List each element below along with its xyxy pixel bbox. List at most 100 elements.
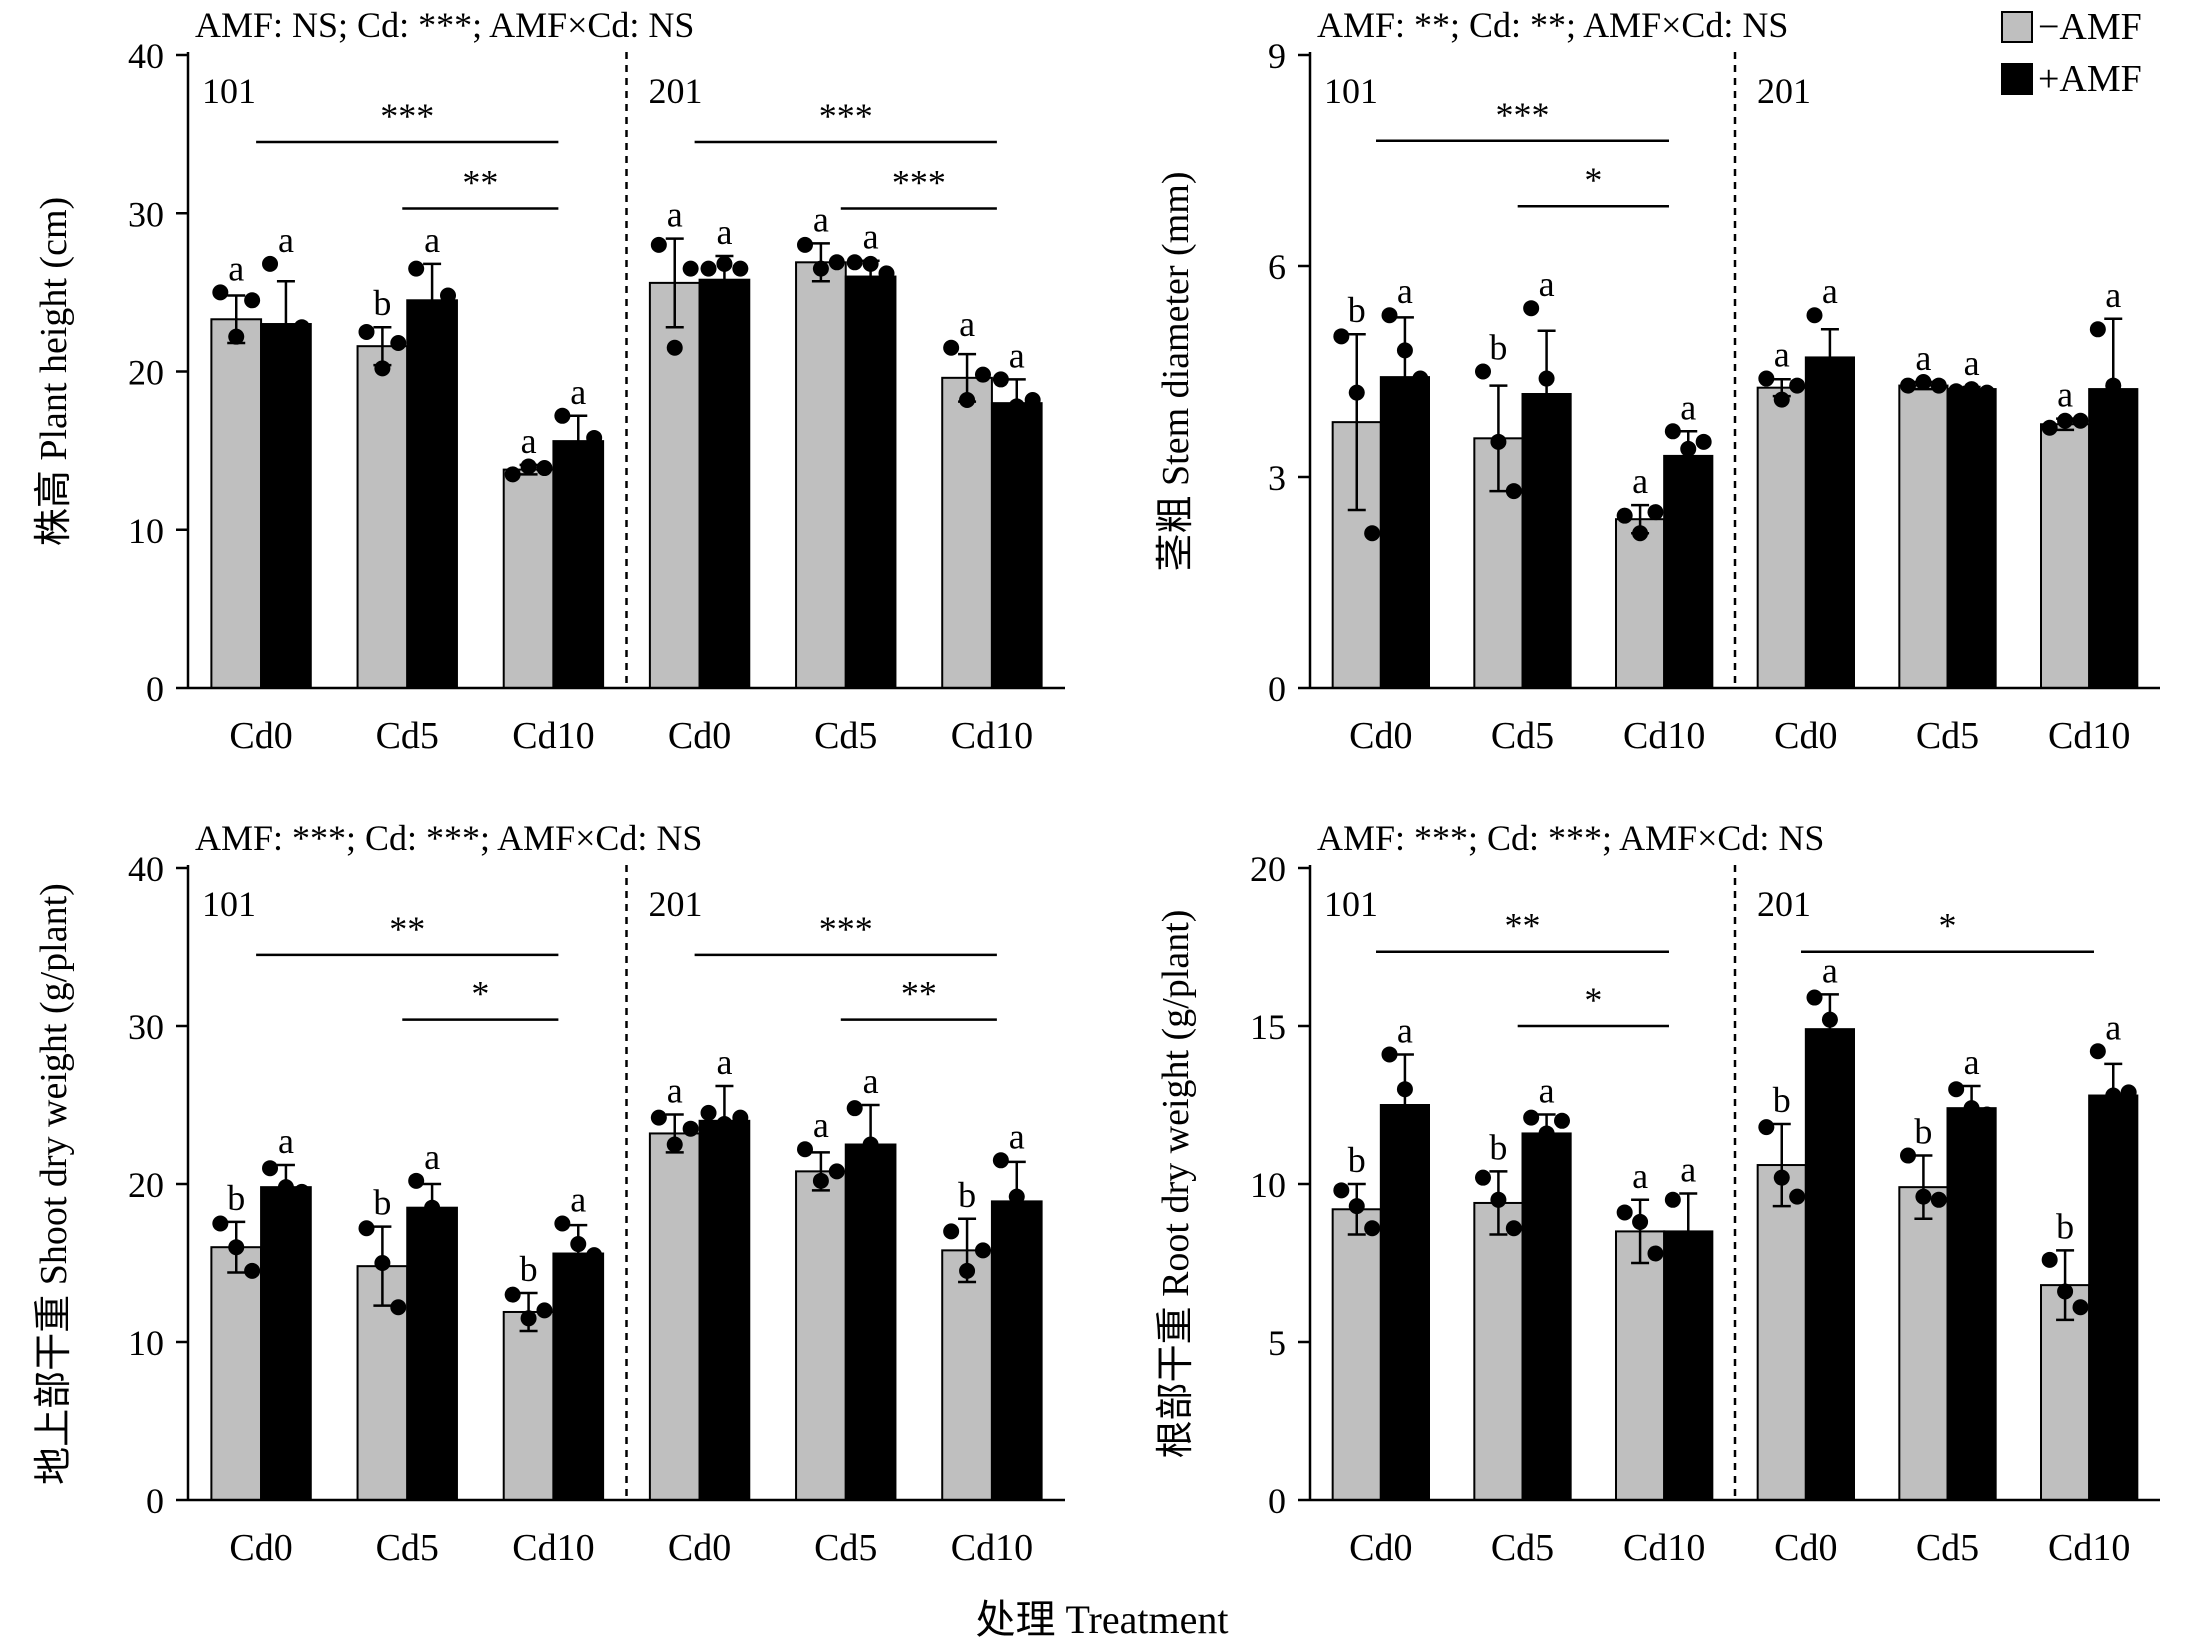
bar: [795, 261, 847, 689]
data-point: [1695, 433, 1712, 450]
data-point: [1963, 381, 1980, 398]
cultivar-label: 201: [649, 884, 703, 924]
bar: [260, 1186, 312, 1502]
data-point: [262, 1160, 279, 1177]
data-point: [536, 1302, 553, 1319]
significance-letter: a: [1774, 335, 1790, 375]
data-point: [1538, 1125, 1555, 1142]
x-tick-label: Cd5: [1491, 1527, 1554, 1569]
significance-letter: a: [278, 220, 294, 260]
bar: [552, 440, 605, 689]
bracket-label: ***: [1496, 95, 1550, 135]
significance-letter: a: [716, 212, 732, 252]
significance-letter: a: [424, 220, 440, 260]
x-tick-label: Cd0: [229, 715, 292, 757]
x-tick-label: Cd0: [668, 1527, 731, 1569]
bar: [502, 468, 555, 689]
data-point: [1948, 1081, 1965, 1098]
data-point: [586, 1247, 603, 1264]
data-point: [862, 1136, 879, 1153]
data-point: [424, 308, 441, 325]
data-point: [1505, 1220, 1522, 1237]
bar: [1898, 1186, 1949, 1502]
data-point: [732, 260, 749, 277]
bar: [1521, 1132, 1572, 1501]
x-tick-label: Cd5: [814, 1527, 877, 1569]
data-point: [2072, 412, 2089, 429]
significance-letter: a: [863, 1061, 879, 1101]
bar: [1615, 1230, 1666, 1502]
data-point: [2057, 1283, 2074, 1300]
x-tick-label: Cd0: [229, 1527, 292, 1569]
data-point: [1647, 504, 1664, 521]
data-point: [716, 255, 733, 272]
legend-swatch: [2001, 11, 2033, 43]
data-point: [1664, 1191, 1681, 1208]
x-tick-label: Cd10: [1623, 1527, 1705, 1569]
data-point: [277, 1179, 294, 1196]
data-point: [1490, 1191, 1507, 1208]
data-point: [390, 1299, 407, 1316]
legend-label: +AMF: [2038, 58, 2142, 100]
data-point: [1364, 1220, 1381, 1237]
data-point: [1789, 377, 1806, 394]
bar: [1331, 1208, 1382, 1502]
y-tick-label: 40: [128, 36, 164, 76]
bar: [2088, 1094, 2139, 1502]
bar: [1804, 1028, 1856, 1502]
y-tick-label: 10: [128, 511, 164, 551]
data-point: [878, 1168, 895, 1185]
y-tick-label: 9: [1268, 36, 1286, 76]
bar: [210, 318, 263, 689]
data-point: [974, 1242, 991, 1259]
bar: [1663, 1230, 1714, 1502]
data-point: [2072, 1299, 2089, 1316]
x-tick-label: Cd5: [814, 715, 877, 757]
y-tick-label: 0: [1268, 1481, 1286, 1521]
y-tick-label: 5: [1268, 1323, 1286, 1363]
data-point: [2105, 377, 2122, 394]
x-tick-label: Cd10: [951, 715, 1033, 757]
stats-label: AMF: NS; Cd: ***; AMF×Cd: NS: [195, 5, 694, 45]
significance-letter: b: [1348, 1140, 1366, 1180]
data-point: [700, 260, 717, 277]
bracket-label: **: [1505, 906, 1541, 946]
bar: [648, 1132, 701, 1501]
data-point: [2041, 419, 2058, 436]
cultivar-label: 201: [1757, 71, 1811, 111]
data-point: [212, 1215, 229, 1232]
significance-letter: a: [1539, 264, 1555, 304]
bar: [941, 1249, 993, 1501]
data-point: [812, 260, 829, 277]
data-point: [1008, 1188, 1025, 1205]
data-point: [293, 319, 310, 336]
bracket-label: **: [462, 163, 498, 203]
data-point: [1915, 1188, 1932, 1205]
x-tick-label: Cd10: [2048, 715, 2130, 757]
data-point: [992, 371, 1009, 388]
data-point: [1978, 384, 1995, 401]
data-point: [1837, 356, 1854, 373]
significance-letter: a: [863, 217, 879, 257]
data-point: [862, 255, 879, 272]
data-point: [570, 1236, 587, 1253]
bracket-label: *: [1939, 906, 1957, 946]
bar: [502, 1310, 555, 1501]
data-point: [374, 360, 391, 377]
data-point: [1024, 391, 1041, 408]
x-tick-label: Cd0: [1349, 715, 1412, 757]
data-point: [1333, 1182, 1350, 1199]
significance-letter: a: [716, 1042, 732, 1082]
data-point: [682, 1120, 699, 1137]
significance-letter: a: [1822, 950, 1838, 990]
data-point: [732, 1109, 749, 1126]
y-tick-label: 10: [128, 1323, 164, 1363]
data-point: [2105, 1087, 2122, 1104]
significance-letter: a: [1009, 335, 1025, 375]
data-point: [1806, 307, 1823, 324]
y-tick-label: 6: [1268, 247, 1286, 287]
data-point: [1024, 1231, 1041, 1248]
data-point: [2041, 1251, 2058, 1268]
data-point: [1680, 1232, 1697, 1249]
data-point: [812, 1172, 829, 1189]
